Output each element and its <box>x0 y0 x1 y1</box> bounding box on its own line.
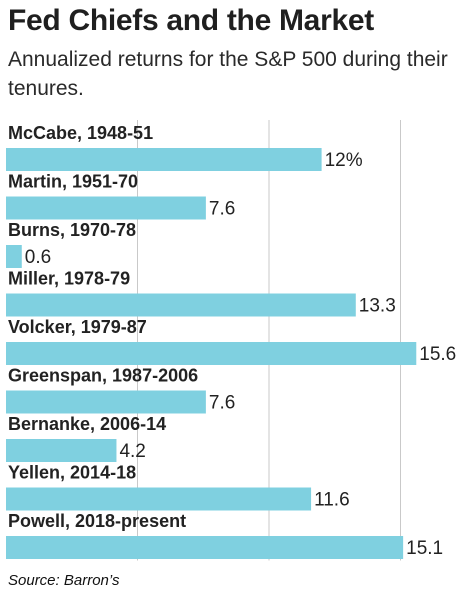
category-label: Burns, 1970-78 <box>8 220 136 240</box>
bar <box>6 439 117 462</box>
bar <box>6 293 356 317</box>
bar-chart: McCabe, 1948-51 12% Martin, 1951-70 7.6 Burn… <box>6 120 456 561</box>
category-label: Martin, 1951-70 <box>8 172 138 192</box>
value-label: 13.3 <box>359 296 396 317</box>
bar <box>6 245 22 268</box>
category-label: Miller, 1978-79 <box>8 269 130 289</box>
value-label: 7.6 <box>209 393 235 414</box>
source-note: Source: Barron’s <box>8 572 120 589</box>
value-label: 4.2 <box>119 441 145 462</box>
category-label: McCabe, 1948-51 <box>8 123 153 143</box>
chart-subtitle: Annualized returns for the S&P 500 durin… <box>8 48 448 100</box>
bar <box>6 390 206 414</box>
bar <box>6 342 417 365</box>
value-label: 15.1 <box>406 538 443 559</box>
bar <box>6 196 206 220</box>
category-label: Bernanke, 2006-14 <box>8 414 166 434</box>
value-label: 7.6 <box>209 199 235 220</box>
category-label: Yellen, 2014-18 <box>8 463 136 483</box>
value-label: 12% <box>325 150 363 171</box>
value-label: 15.6 <box>419 344 456 365</box>
value-label: 11.6 <box>314 490 350 511</box>
bar <box>6 148 322 171</box>
bar <box>6 536 404 559</box>
category-label: Greenspan, 1987-2006 <box>8 366 198 386</box>
category-label: Powell, 2018-present <box>8 511 186 531</box>
bar <box>6 487 312 511</box>
value-label: 0.6 <box>25 247 51 268</box>
category-label: Volcker, 1979-87 <box>8 317 147 337</box>
chart-title: Fed Chiefs and the Market <box>8 4 374 37</box>
